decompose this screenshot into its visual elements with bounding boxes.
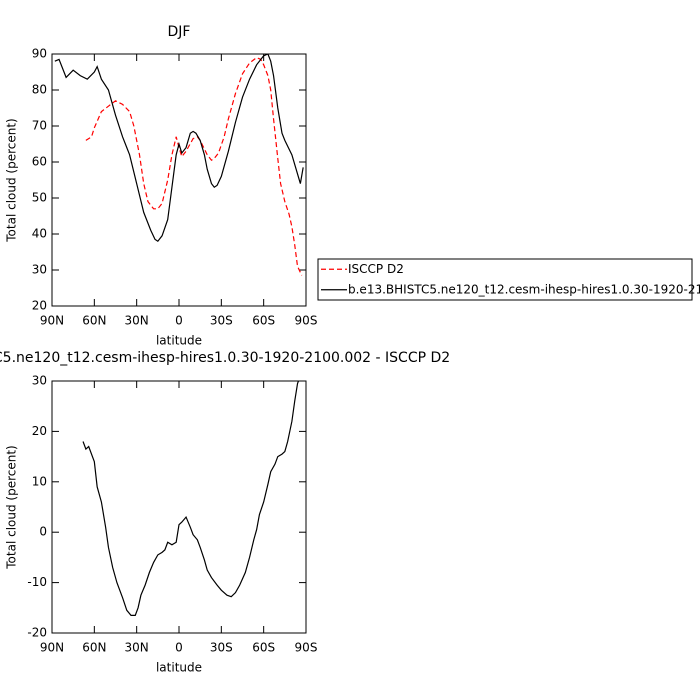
x-tick-label: 30S: [210, 314, 233, 328]
x-tick-label: 60N: [82, 314, 106, 328]
x-tick-label: 60N: [82, 641, 106, 655]
y-tick-label: 30: [32, 263, 47, 277]
x-tick-label: 30N: [125, 641, 149, 655]
data-line: [54, 54, 304, 242]
y-tick-label: 40: [32, 227, 47, 241]
y-tick-label: 10: [32, 474, 47, 488]
x-tick-label: 30N: [125, 314, 149, 328]
x-tick-label: 90S: [295, 641, 318, 655]
data-line: [82, 381, 300, 616]
legend-box: [317, 258, 693, 301]
y-tick-label: 60: [32, 155, 47, 169]
chart: DJF latitude Total cloud (percent) 90N 60N 30…: [5, 24, 700, 348]
data-line: [85, 56, 303, 276]
x-axis-label: latitude: [156, 334, 202, 348]
y-tick-label: 20: [32, 299, 47, 313]
y-tick-label: 20: [32, 424, 47, 438]
chart: b.e13.BHISTC5.ne120_t12.cesm-ihesp-hires…: [0, 350, 450, 675]
y-tick-label: 30: [32, 374, 47, 388]
y-tick-label: 50: [32, 191, 47, 205]
y-tick-label: -20: [27, 626, 47, 640]
y-tick-label: 90: [32, 47, 47, 61]
x-tick-label: 90N: [40, 314, 64, 328]
y-tick-label: 70: [32, 119, 47, 133]
x-axis-label: latitude: [156, 661, 202, 675]
y-tick-label: 80: [32, 83, 47, 97]
plot-frame: [51, 53, 307, 307]
x-tick-label: 60S: [252, 314, 275, 328]
legend-label: b.e13.BHISTC5.ne120_t12.cesm-ihesp-hires…: [348, 282, 700, 296]
plot-frame: [51, 380, 307, 634]
y-tick-label: -10: [27, 575, 47, 589]
chart-title: DJF: [168, 24, 191, 40]
x-tick-label: 30S: [210, 641, 233, 655]
legend-label: ISCCP D2: [348, 262, 404, 276]
x-tick-label: 0: [175, 314, 183, 328]
y-tick-label: 0: [39, 525, 47, 539]
y-axis-label: Total cloud (percent): [5, 445, 19, 569]
chart-title: b.e13.BHISTC5.ne120_t12.cesm-ihesp-hires…: [0, 350, 450, 366]
x-tick-label: 0: [175, 641, 183, 655]
x-tick-label: 60S: [252, 641, 275, 655]
y-axis-label: Total cloud (percent): [5, 118, 19, 242]
x-tick-label: 90N: [40, 641, 64, 655]
x-tick-label: 90S: [295, 314, 318, 328]
